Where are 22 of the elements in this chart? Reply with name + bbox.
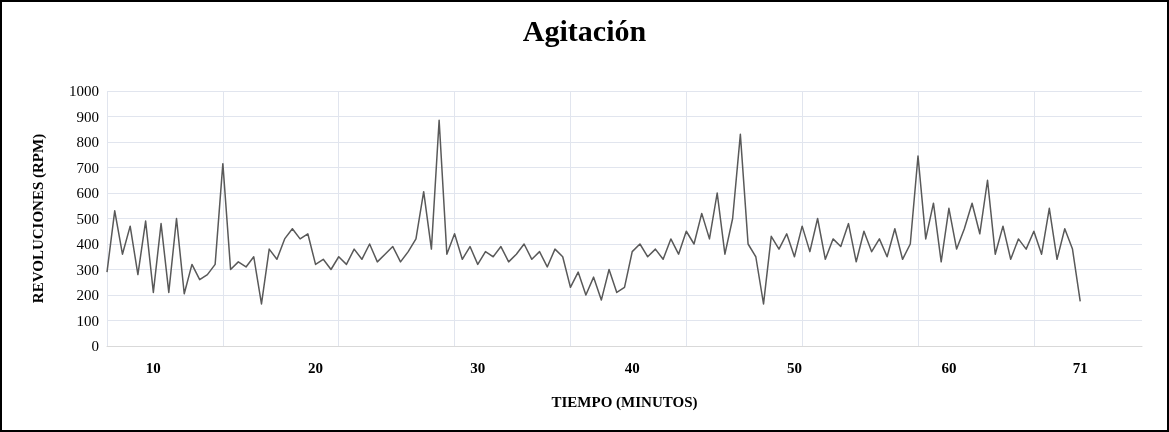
y-tick-label: 300: [76, 261, 99, 278]
y-tick-label: 800: [76, 134, 99, 150]
y-tick-label: 600: [76, 185, 99, 201]
y-tick-label: 1000: [69, 83, 99, 99]
x-tick-label: 10: [145, 359, 161, 376]
y-tick-label: 0: [91, 338, 99, 354]
x-tick-label: 60: [941, 359, 957, 376]
x-tick-label: 30: [470, 359, 486, 376]
x-axis-title: TIEMPO (MINUTOS): [551, 393, 698, 411]
y-axis-title: REVOLUCIONES (RPM): [29, 133, 47, 304]
x-tick-label: 40: [624, 359, 640, 376]
chart-title: Agitación: [522, 13, 647, 47]
y-tick-label: 400: [76, 236, 99, 252]
y-tick-label: 900: [76, 108, 99, 125]
x-tick-label: 50: [786, 359, 802, 376]
y-tick-label: 100: [76, 312, 99, 329]
y-tick-label: 500: [76, 210, 99, 227]
x-tick-label: 71: [1072, 359, 1088, 376]
y-tick-label: 200: [76, 287, 99, 303]
x-tick-label: 20: [308, 359, 324, 376]
y-tick-label: 700: [76, 159, 99, 176]
line-series: [106, 119, 1081, 305]
